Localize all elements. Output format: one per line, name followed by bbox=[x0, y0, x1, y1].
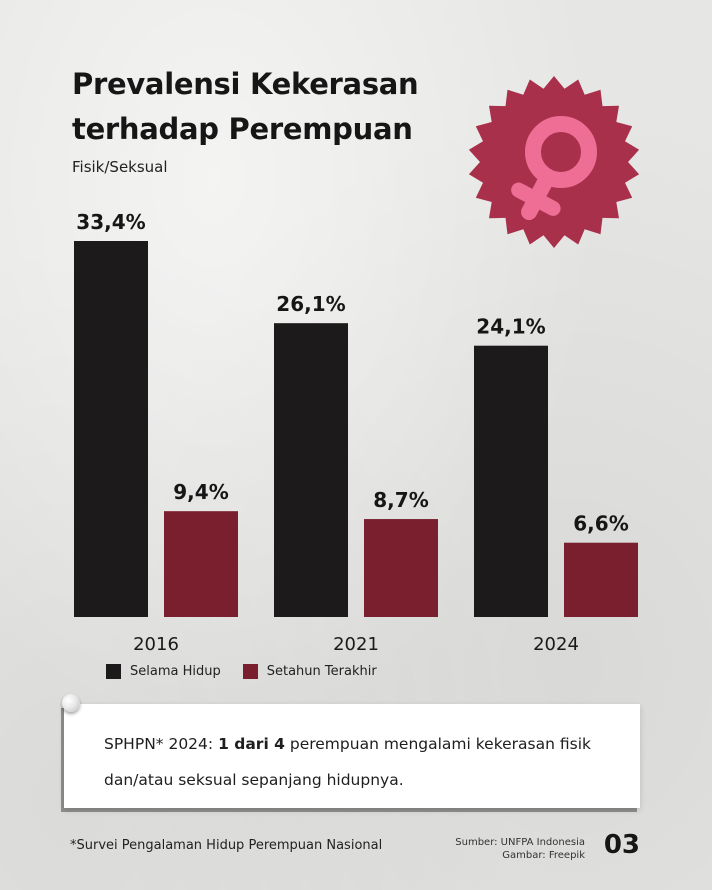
note-suffix: perempuan mengalami kekerasan fisik dan/… bbox=[104, 735, 591, 789]
chart-subtitle: Fisik/Seksual bbox=[72, 158, 168, 176]
note-text: SPHPN* 2024: 1 dari 4 perempuan mengalam… bbox=[104, 726, 620, 798]
chart-legend: Selama Hidup Setahun Terakhir bbox=[106, 664, 399, 679]
female-symbol-icon bbox=[511, 116, 597, 221]
legend-swatch-selama-hidup bbox=[106, 664, 121, 679]
pushpin-icon bbox=[62, 694, 80, 712]
bar-setahun-terakhir-2024 bbox=[564, 542, 638, 617]
bar-selama-hidup-2021 bbox=[274, 323, 348, 617]
legend-label-selama-hidup: Selama Hidup bbox=[130, 664, 221, 679]
title-line-1: Prevalensi Kekerasan bbox=[72, 67, 419, 101]
image-credit-text: Gambar: Freepik bbox=[502, 850, 585, 861]
data-label-selama-hidup-2024: 24,1% bbox=[476, 315, 545, 339]
legend-item-selama-hidup: Selama Hidup bbox=[106, 664, 221, 679]
bar-setahun-terakhir-2016 bbox=[164, 511, 238, 617]
note-prefix: SPHPN* 2024: bbox=[104, 735, 219, 753]
starburst-shape bbox=[468, 76, 640, 248]
page-title: Prevalensi Kekerasan terhadap Perempuan bbox=[72, 62, 419, 152]
title-line-2: terhadap Perempuan bbox=[72, 112, 413, 146]
note-highlight: 1 dari 4 bbox=[218, 735, 285, 753]
female-symbol-badge bbox=[468, 76, 640, 248]
bar-setahun-terakhir-2021 bbox=[364, 519, 438, 617]
category-label-2016: 2016 bbox=[133, 634, 179, 655]
footnote: *Survei Pengalaman Hidup Perempuan Nasio… bbox=[70, 838, 383, 853]
legend-swatch-setahun-terakhir bbox=[242, 664, 258, 679]
page-number: 03 bbox=[603, 830, 640, 860]
data-label-setahun-terakhir-2016: 9,4% bbox=[173, 480, 228, 504]
data-label-setahun-terakhir-2024: 6,6% bbox=[573, 512, 628, 536]
source-credits: Sumber: UNFPA Indonesia Gambar: Freepik bbox=[455, 836, 585, 862]
bar-selama-hidup-2024 bbox=[474, 345, 548, 617]
data-label-setahun-terakhir-2021: 8,7% bbox=[373, 488, 428, 512]
bar-selama-hidup-2016 bbox=[74, 241, 148, 617]
data-label-selama-hidup-2021: 26,1% bbox=[276, 292, 345, 316]
source-text: Sumber: UNFPA Indonesia bbox=[455, 837, 585, 848]
category-label-2021: 2021 bbox=[333, 634, 379, 655]
category-label-2024: 2024 bbox=[533, 634, 579, 655]
data-label-selama-hidup-2016: 33,4% bbox=[76, 210, 145, 234]
bar-chart: 33,4% 26,1% 24,1% 9,4% 8,7% 6,6% 2016 2021 2024 bbox=[74, 210, 638, 655]
note-card: SPHPN* 2024: 1 dari 4 perempuan mengalam… bbox=[64, 704, 640, 808]
legend-item-setahun-terakhir: Setahun Terakhir bbox=[242, 664, 377, 679]
legend-label-setahun-terakhir: Setahun Terakhir bbox=[266, 664, 377, 679]
